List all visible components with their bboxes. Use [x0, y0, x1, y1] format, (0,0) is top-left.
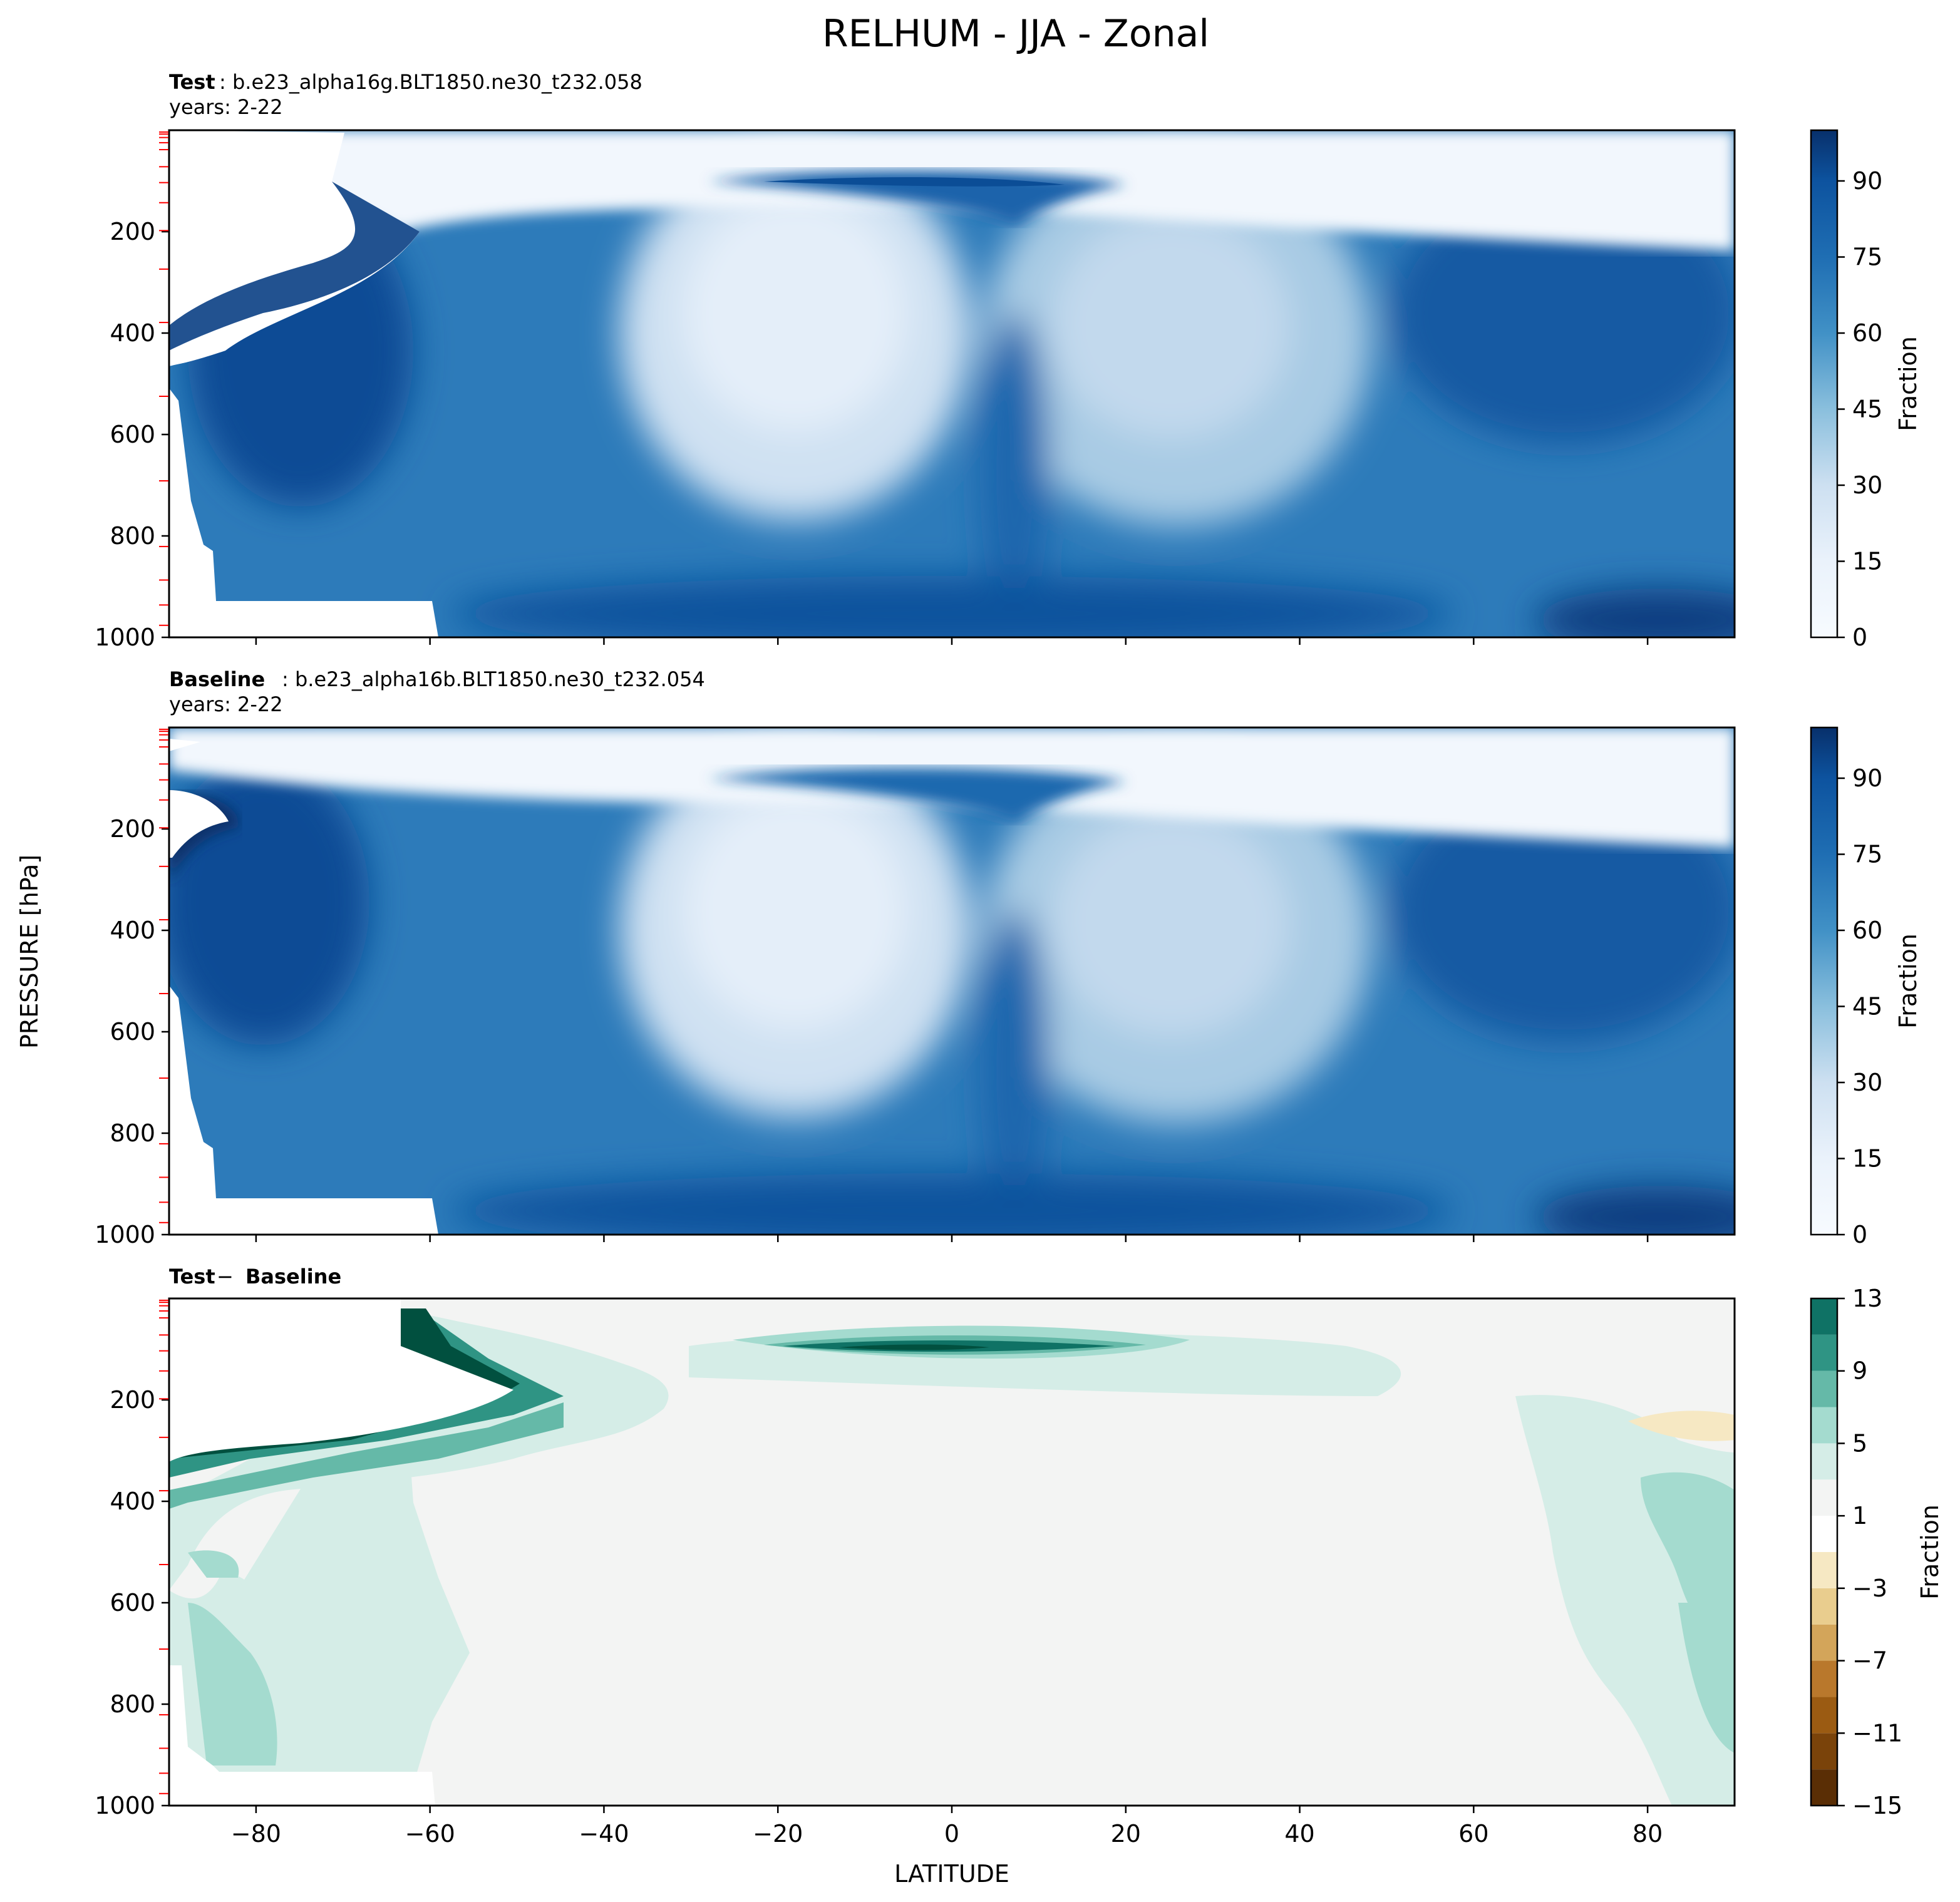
cb-tick-label-0-0: 0 [1852, 624, 1867, 651]
x-tick-label--60: −60 [405, 1820, 455, 1848]
colorbar-baseline: Fraction [1810, 726, 1922, 1236]
cb-diff-band-7 [1811, 1370, 1837, 1407]
x-tick-label-0: 0 [944, 1820, 959, 1848]
cb-diff-band--15 [1811, 1769, 1837, 1806]
cb-diff-tick-label--11: −11 [1852, 1719, 1902, 1747]
y-tick-label-test-400: 400 [110, 319, 155, 347]
cb-diff-band--3 [1811, 1552, 1837, 1588]
cb-tick-label-1-60: 60 [1852, 917, 1882, 944]
cb-diff-band-3 [1811, 1443, 1837, 1480]
cb-tick-label-0-15: 15 [1852, 548, 1882, 575]
y-tick-label-test-1000: 1000 [95, 624, 155, 651]
cb-diff-tick-label-9: 9 [1852, 1357, 1867, 1385]
colorbar-test: Fraction [1810, 129, 1922, 639]
y-axis-label: PRESSURE [hPa] [16, 855, 43, 1049]
cb-tick-label-0-45: 45 [1852, 396, 1882, 423]
y-tick-label-diff-600: 600 [110, 1589, 155, 1617]
axes-ticks: 2004006008001000200400600800100020040060… [95, 131, 1902, 1848]
y-tick-label-baseline-200: 200 [110, 815, 155, 843]
cb-diff-band-1 [1811, 1479, 1837, 1516]
y-tick-label-test-600: 600 [110, 421, 155, 448]
panel-test-title-bold: Test [169, 70, 215, 94]
y-tick-label-diff-200: 200 [110, 1386, 155, 1414]
x-axis-label: LATITUDE [894, 1860, 1009, 1888]
cb-diff-tick-label-1: 1 [1852, 1502, 1867, 1529]
y-tick-label-diff-400: 400 [110, 1488, 155, 1515]
cb-diff-tick-label--3: −3 [1852, 1575, 1887, 1602]
colorbar-test-label: Fraction [1894, 336, 1922, 431]
panel-baseline: Baseline : b.e23_alpha16b.BLT1850.ne30_t… [168, 667, 1736, 1236]
y-tick-label-baseline-1000: 1000 [95, 1221, 155, 1248]
panel-diff-title-minus: − [217, 1265, 234, 1288]
panel-diff-title-test: Test [169, 1265, 215, 1288]
cb-diff-tick-label-5: 5 [1852, 1429, 1867, 1457]
y-tick-label-test-800: 800 [110, 522, 155, 550]
y-tick-label-baseline-400: 400 [110, 917, 155, 944]
panel-diff-title-baseline: Baseline [245, 1265, 341, 1288]
cb-diff-tick-label--15: −15 [1852, 1792, 1902, 1819]
cb-diff-band--7 [1811, 1624, 1837, 1661]
cb-tick-label-0-30: 30 [1852, 471, 1882, 499]
panel-test-years: years: 2-22 [169, 95, 283, 119]
x-tick-label-80: 80 [1632, 1820, 1663, 1848]
y-tick-label-baseline-600: 600 [110, 1018, 155, 1046]
x-tick-label--20: −20 [753, 1820, 803, 1848]
y-tick-label-diff-800: 800 [110, 1690, 155, 1718]
cb-diff-tick-label-13: 13 [1852, 1285, 1882, 1312]
x-tick-label--40: −40 [579, 1820, 629, 1848]
cb-tick-label-1-30: 30 [1852, 1069, 1882, 1096]
panel-test-title-case: : b.e23_alpha16g.BLT1850.ne30_t232.058 [219, 70, 642, 94]
cb-diff-band--11 [1811, 1697, 1837, 1734]
figure-title: RELHUM - JJA - Zonal [822, 12, 1209, 56]
colorbar-diff-bands [1811, 1298, 1837, 1806]
cb-tick-label-0-90: 90 [1852, 167, 1882, 195]
cb-tick-label-1-0: 0 [1852, 1221, 1867, 1248]
x-tick-label-40: 40 [1284, 1820, 1314, 1848]
cb-diff-band--13 [1811, 1733, 1837, 1770]
cb-diff-band-11 [1811, 1298, 1837, 1335]
cb-tick-label-0-60: 60 [1852, 319, 1882, 347]
cb-diff-band--1 [1811, 1516, 1837, 1552]
cb-diff-band-9 [1811, 1334, 1837, 1371]
panel-difference: Test − Baseline [168, 1265, 1736, 1807]
y-tick-label-diff-1000: 1000 [95, 1792, 155, 1819]
cb-tick-label-1-75: 75 [1852, 841, 1882, 868]
cb-tick-label-1-45: 45 [1852, 993, 1882, 1020]
cb-diff-band-5 [1811, 1407, 1837, 1444]
panel-baseline-title-bold: Baseline [169, 667, 265, 691]
y-tick-label-baseline-800: 800 [110, 1119, 155, 1147]
y-tick-label-test-200: 200 [110, 218, 155, 245]
cb-diff-band--9 [1811, 1660, 1837, 1697]
cb-tick-label-0-75: 75 [1852, 244, 1882, 271]
colorbar-baseline-label: Fraction [1894, 933, 1922, 1029]
panel-test: Test : b.e23_alpha16g.BLT1850.ne30_t232.… [168, 70, 1736, 639]
colorbar-difference: Fraction [1810, 1297, 1944, 1807]
panel-baseline-title-case: : b.e23_alpha16b.BLT1850.ne30_t232.054 [282, 667, 705, 691]
panel-baseline-contour-field [169, 727, 1735, 1235]
colorbar-diff-label: Fraction [1916, 1504, 1944, 1600]
panel-diff-contour-field [169, 1298, 1735, 1806]
panel-test-contour-field [169, 130, 1735, 637]
cb-tick-label-1-15: 15 [1852, 1145, 1882, 1173]
x-tick-label--80: −80 [231, 1820, 281, 1848]
x-tick-label-60: 60 [1458, 1820, 1488, 1848]
cb-diff-tick-label--7: −7 [1852, 1647, 1887, 1675]
cb-diff-band--5 [1811, 1588, 1837, 1625]
x-tick-label-20: 20 [1111, 1820, 1141, 1848]
panel-baseline-years: years: 2-22 [169, 692, 283, 716]
cb-tick-label-1-90: 90 [1852, 764, 1882, 792]
